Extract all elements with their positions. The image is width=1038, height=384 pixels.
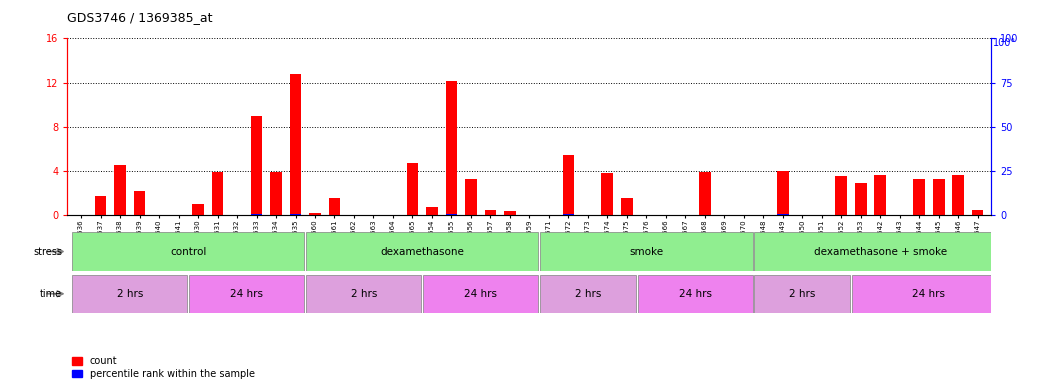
Bar xyxy=(329,199,340,215)
Bar xyxy=(855,183,867,215)
Bar xyxy=(776,171,789,215)
Bar xyxy=(504,210,516,215)
Bar xyxy=(290,74,301,215)
Bar xyxy=(407,163,418,215)
Bar xyxy=(776,214,789,215)
Text: stress: stress xyxy=(33,247,62,257)
Bar xyxy=(73,275,187,313)
Bar xyxy=(134,191,145,215)
Text: 24 hrs: 24 hrs xyxy=(679,289,711,299)
Text: smoke: smoke xyxy=(629,247,663,257)
Bar xyxy=(852,275,1006,313)
Text: control: control xyxy=(170,247,207,257)
Text: dexamethasone: dexamethasone xyxy=(380,247,464,257)
Bar xyxy=(563,156,574,215)
Bar xyxy=(250,214,263,215)
Text: 24 hrs: 24 hrs xyxy=(464,289,497,299)
Text: 100°: 100° xyxy=(993,38,1016,48)
Bar xyxy=(952,175,964,215)
Bar xyxy=(540,232,753,271)
Bar xyxy=(755,232,1006,271)
Bar xyxy=(637,275,753,313)
Bar xyxy=(73,232,304,271)
Text: 24 hrs: 24 hrs xyxy=(912,289,946,299)
Text: 2 hrs: 2 hrs xyxy=(116,289,143,299)
Bar xyxy=(972,210,983,215)
Bar xyxy=(933,179,945,215)
Bar xyxy=(540,275,635,313)
Bar xyxy=(874,175,886,215)
Bar xyxy=(189,275,304,313)
Bar xyxy=(699,172,711,215)
Bar xyxy=(290,214,301,215)
Bar xyxy=(563,214,574,215)
Legend: count, percentile rank within the sample: count, percentile rank within the sample xyxy=(73,356,255,379)
Bar xyxy=(270,172,282,215)
Bar xyxy=(309,213,321,215)
Bar xyxy=(445,81,458,215)
Bar xyxy=(913,179,925,215)
Bar xyxy=(601,173,613,215)
Bar xyxy=(306,275,421,313)
Text: 24 hrs: 24 hrs xyxy=(230,289,264,299)
Text: 2 hrs: 2 hrs xyxy=(575,289,601,299)
Bar xyxy=(192,204,203,215)
Bar xyxy=(424,275,538,313)
Bar xyxy=(426,207,438,215)
Bar xyxy=(114,166,126,215)
Bar xyxy=(212,172,223,215)
Text: 2 hrs: 2 hrs xyxy=(789,289,816,299)
Bar xyxy=(94,196,107,215)
Text: time: time xyxy=(40,289,62,299)
Bar xyxy=(755,275,850,313)
Bar xyxy=(485,210,496,215)
Bar xyxy=(836,176,847,215)
Bar xyxy=(250,116,263,215)
Bar xyxy=(306,232,538,271)
Bar xyxy=(465,179,476,215)
Bar xyxy=(621,199,633,215)
Bar xyxy=(445,214,458,215)
Text: 2 hrs: 2 hrs xyxy=(351,289,377,299)
Text: GDS3746 / 1369385_at: GDS3746 / 1369385_at xyxy=(67,12,213,25)
Text: dexamethasone + smoke: dexamethasone + smoke xyxy=(814,247,947,257)
